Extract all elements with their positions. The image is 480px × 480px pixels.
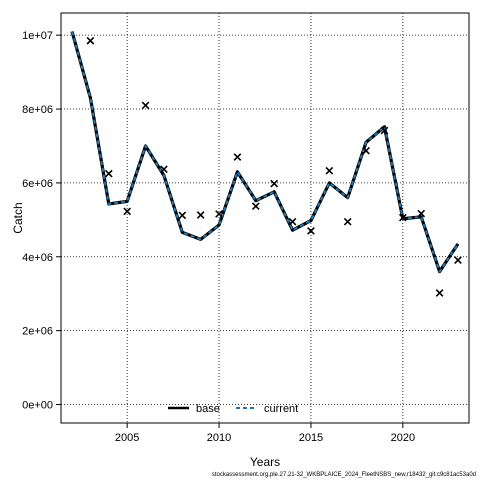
observed-point bbox=[196, 211, 205, 219]
plot-frame bbox=[60, 12, 470, 424]
y-tick-label: 6e+06 bbox=[22, 178, 53, 190]
y-tick-label: 4e+06 bbox=[22, 252, 53, 264]
observed-point bbox=[270, 179, 279, 188]
x-tick-label: 2010 bbox=[207, 432, 231, 444]
observed-point bbox=[233, 153, 242, 161]
y-tick-label: 2e+06 bbox=[22, 326, 53, 338]
series-line-current bbox=[71, 31, 459, 273]
y-tick-label: 0e+00 bbox=[22, 400, 53, 412]
x-axis-title: Years bbox=[250, 455, 280, 469]
y-axis: 0e+00 2e+06 4e+06 6e+06 8e+06 1e+07 bbox=[22, 30, 61, 412]
observed-point bbox=[398, 213, 407, 222]
footer-source-text: stockassessment.org,ple.27.21-32_WKBPLAI… bbox=[212, 472, 476, 478]
observed-point bbox=[86, 36, 95, 45]
y-axis-title: Catch bbox=[11, 202, 25, 233]
y-tick-label: 8e+06 bbox=[22, 104, 53, 116]
observed-point bbox=[417, 209, 426, 218]
observed-point bbox=[325, 166, 334, 175]
observed-point bbox=[178, 211, 187, 220]
x-tick-label: 2020 bbox=[391, 432, 415, 444]
observed-point bbox=[251, 202, 260, 211]
observed-point bbox=[288, 217, 297, 226]
series-lines bbox=[70, 31, 460, 274]
legend: base current bbox=[168, 403, 298, 415]
series-line-base bbox=[70, 31, 460, 274]
observed-point bbox=[104, 169, 113, 178]
legend-label-current: current bbox=[264, 403, 298, 415]
x-tick-label: 2015 bbox=[299, 432, 323, 444]
observed-point bbox=[343, 217, 352, 226]
observed-point bbox=[380, 126, 389, 135]
observed-points bbox=[86, 36, 462, 297]
legend-label-base: base bbox=[196, 403, 220, 415]
observed-point bbox=[141, 101, 150, 110]
x-axis: 2005 2010 2015 2020 bbox=[115, 423, 415, 444]
observed-point bbox=[435, 289, 444, 297]
observed-point bbox=[123, 207, 132, 216]
observed-point bbox=[362, 146, 370, 155]
observed-point bbox=[307, 227, 315, 235]
observed-point bbox=[160, 165, 168, 174]
observed-point bbox=[454, 256, 462, 264]
observed-point bbox=[215, 210, 223, 218]
x-tick-label: 2005 bbox=[115, 432, 139, 444]
y-tick-label: 1e+07 bbox=[22, 30, 53, 42]
